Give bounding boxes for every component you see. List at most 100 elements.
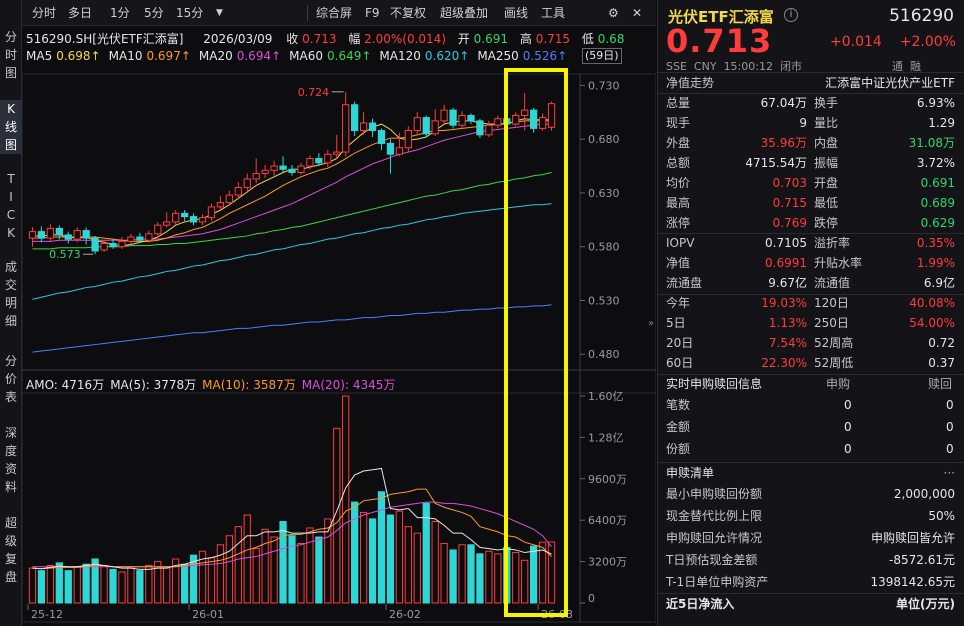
stat-row: 外盘 35.96万 内盘 31.08万 (658, 133, 964, 153)
leftbar-tab-4[interactable]: 分价表 (4, 354, 17, 404)
stat-value: 0.703 (772, 176, 807, 190)
candle-body (225, 194, 233, 204)
volume-bar (64, 570, 72, 604)
candle (64, 231, 72, 244)
volume-bar (521, 559, 529, 604)
change-label: 幅 (348, 32, 361, 46)
period-minute-button[interactable]: 分时 (32, 6, 57, 20)
composite-screen-button[interactable]: 综合屏 (316, 6, 353, 20)
drawing-button[interactable]: 画线 (504, 6, 529, 20)
candle-body (288, 168, 296, 173)
volume-bar (82, 563, 90, 604)
stat-label: 均价 (666, 176, 691, 190)
period-multiday-button[interactable]: 多日 (68, 6, 93, 20)
redeem-row: 份额 0 0 (658, 439, 964, 459)
stat-label: 开盘 (814, 176, 839, 190)
ma-label: MA120 (379, 49, 421, 63)
stat-value: 3.72% (916, 156, 955, 170)
stat-value: 54.00% (909, 316, 955, 330)
super-overlay-button[interactable]: 超级叠加 (440, 6, 489, 20)
more-icon[interactable]: ··· (943, 466, 955, 480)
stat-value: 67.04万 (760, 96, 807, 110)
info-icon[interactable]: i (784, 8, 798, 22)
candle-body (297, 165, 305, 173)
candle (476, 118, 484, 139)
candle-body (243, 178, 251, 189)
candle (118, 237, 126, 249)
close-icon[interactable]: ✕ (632, 6, 643, 20)
volume-bar (395, 510, 404, 604)
volume-bar (163, 567, 171, 604)
volume-bar (145, 564, 153, 604)
candle-body (467, 114, 475, 122)
stat-value: 0.691 (920, 176, 955, 190)
no-adjust-button[interactable]: 不复权 (390, 6, 427, 20)
candle-body (207, 206, 216, 219)
candle (538, 113, 547, 131)
stat-row: IOPV 0.7105 溢折率 0.35% (658, 233, 964, 253)
close-label: 收 (286, 32, 299, 46)
leftbar-tab-5[interactable]: 深度资料 (4, 426, 17, 494)
stat-label: 振幅 (814, 156, 839, 170)
ma-label: MA20 (198, 49, 233, 63)
candle-body (342, 104, 350, 153)
volume-legend-item: AMO: 4716万 (26, 378, 105, 392)
price-axis-label: 0.480 (588, 348, 620, 361)
candle (449, 107, 457, 129)
candle-body (521, 109, 529, 116)
settings-icon[interactable]: ⚙ (608, 6, 619, 20)
f9-button[interactable]: F9 (365, 6, 380, 20)
creation-list-value: 50% (928, 509, 955, 523)
stat-label: 今年 (666, 296, 691, 310)
security-code: 516290.SH[光伏ETF汇添富] (26, 32, 184, 46)
creation-list-label: T-1日单位申购资产 (666, 575, 769, 589)
candle (306, 155, 314, 170)
leftbar-tab-6[interactable]: 超级复盘 (4, 516, 17, 584)
volume-bar (413, 532, 421, 604)
tools-button[interactable]: 工具 (541, 6, 566, 20)
candle (163, 212, 171, 228)
candle-body (261, 169, 269, 175)
volume-axis-label: 0 (588, 592, 595, 605)
collapse-panel-icon[interactable]: » (648, 318, 655, 329)
low-value: 0.68 (597, 32, 625, 46)
caret-down-icon[interactable]: ▼ (216, 8, 223, 18)
ma-label: MA5 (26, 49, 53, 63)
stat-value: 19.03% (761, 296, 807, 310)
volume-axis-label: 9600万 (588, 473, 627, 486)
volume-bar (359, 511, 368, 604)
candle-body (154, 224, 162, 235)
period-15min-button[interactable]: 15分 (176, 6, 204, 20)
candle (180, 210, 189, 221)
volume-bar (252, 548, 260, 604)
stat-value: 1.29 (928, 116, 955, 130)
candle-body (180, 212, 189, 218)
creation-list-value: -8572.61元 (889, 553, 955, 567)
stat-value: 35.96万 (760, 136, 807, 150)
volume-bar (109, 568, 117, 604)
volume-axis-label: 3200万 (588, 556, 627, 569)
stat-label: 最高 (666, 196, 691, 210)
redeem-col: 赎回 (928, 377, 953, 391)
ma-label: MA60 (289, 49, 323, 63)
stat-label: IOPV (666, 236, 695, 250)
leftbar-tab-0[interactable]: 分时图 (4, 30, 17, 80)
candle-body (216, 202, 225, 208)
stat-label: 5日 (666, 316, 686, 330)
stat-label: 溢折率 (814, 236, 851, 250)
candle-body (449, 109, 457, 126)
kline-chart[interactable]: 0.7300.6800.6300.5800.5300.4801.60亿1.28亿… (22, 26, 656, 626)
period-1min-button[interactable]: 1分 (110, 6, 130, 20)
creation-list-value: 1398142.65元 (870, 575, 955, 589)
chart-toolbar: 分时 多日 1分 5分 15分 ▼ 综合屏 F9 不复权 超级叠加 画线 工具 … (22, 0, 656, 26)
nav-trend-header[interactable]: 净值走势 汇添富中证光伏产业ETF (658, 73, 964, 93)
period-5min-button[interactable]: 5分 (144, 6, 164, 20)
last-price: 0.713 (666, 22, 773, 60)
leftbar-tab-3[interactable]: 成交明细 (4, 260, 17, 328)
candle (431, 109, 439, 136)
volume-bar (91, 558, 99, 604)
volume-bar (288, 535, 296, 604)
volume-bar (512, 552, 520, 604)
